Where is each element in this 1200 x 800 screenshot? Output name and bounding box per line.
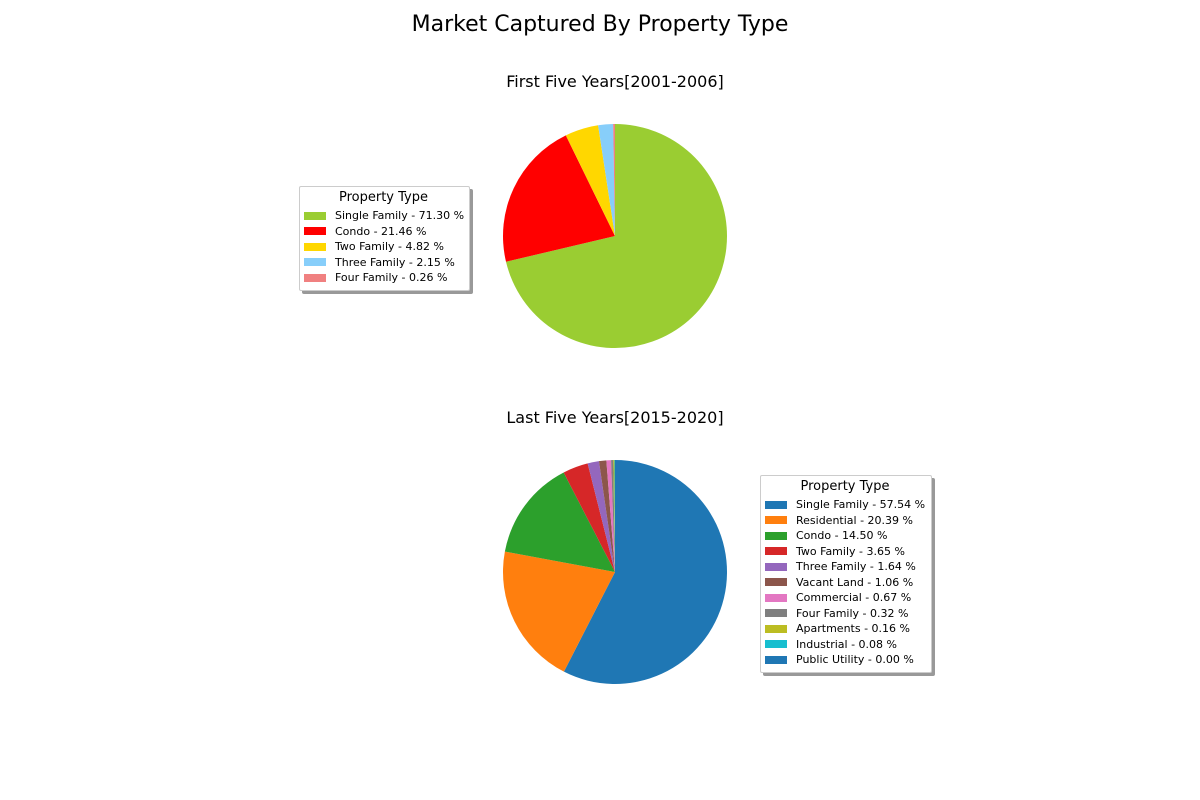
- chart-1-slice-four-family: [613, 123, 615, 236]
- chart-2-legend-item-commercial: Commercial - 0.67 %: [765, 590, 925, 606]
- chart-2-slice-industrial: [614, 459, 615, 572]
- legend-label: Condo - 21.46 %: [335, 224, 427, 238]
- chart-2-legend-item-vacant-land: Vacant Land - 1.06 %: [765, 575, 925, 591]
- chart-1-legend-item-single-family: Single Family - 71.30 %: [304, 208, 465, 224]
- legend-swatch: [304, 227, 326, 236]
- legend-swatch: [765, 609, 787, 618]
- legend-swatch: [765, 655, 787, 664]
- chart-1-slice-single-family: [506, 124, 727, 348]
- chart-1-title: First Five Years[2001-2006]: [506, 72, 724, 91]
- chart-1-slice-two-family: [565, 125, 615, 236]
- chart-1-legend-item-four-family: Four Family - 0.26 %: [304, 270, 463, 286]
- chart-2-slice-two-family: [563, 463, 615, 572]
- chart-2-slice-four-family: [611, 460, 615, 572]
- chart-2-legend-item-public-utility: Public Utility - 0.00 %: [765, 652, 925, 668]
- chart-2-legend-item-residential: Residential - 20.39 %: [765, 513, 925, 529]
- chart-1-legend-title: Property Type: [338, 190, 428, 205]
- chart-1-legend-item-condo: Condo - 21.46 %: [304, 224, 463, 240]
- legend-swatch: [304, 258, 326, 267]
- chart-2-slice-three-family: [587, 461, 615, 572]
- chart-2-legend-item-three-family: Three Family - 1.64 %: [765, 559, 925, 575]
- legend-label: Public Utility - 0.00 %: [796, 653, 914, 667]
- chart-2-slice-apartments: [613, 460, 615, 572]
- chart-2-legend-item-industrial: Industrial - 0.08 %: [765, 637, 925, 653]
- legend-swatch: [765, 578, 787, 587]
- chart-1-slice-three-family: [598, 124, 615, 236]
- chart-2-legend: Property Type Single Family - 57.54 % Res…: [760, 475, 932, 673]
- chart-2-legend-item-apartments: Apartments - 0.16 %: [765, 621, 925, 637]
- chart-2-slice-residential: [502, 551, 615, 672]
- chart-1-legend-item-two-family: Two Family - 4.82 %: [304, 239, 463, 255]
- chart-2-legend-item-two-family: Two Family - 3.65 %: [765, 544, 925, 560]
- chart-2-title: Last Five Years[2015-2020]: [506, 408, 724, 427]
- legend-label: Residential - 20.39 %: [796, 513, 913, 527]
- legend-label: Two Family - 3.65 %: [796, 544, 905, 558]
- chart-2-legend-title: Property Type: [800, 479, 890, 494]
- legend-label: Four Family - 0.32 %: [796, 606, 909, 620]
- chart-2-legend-item-single-family: Single Family - 57.54 %: [765, 497, 925, 513]
- chart-2-slice-commercial: [606, 460, 615, 572]
- legend-label: Single Family - 57.54 %: [796, 498, 926, 512]
- chart-2-legend-item-four-family: Four Family - 0.32 %: [765, 606, 925, 622]
- legend-swatch: [765, 624, 787, 633]
- chart-1-legend-item-three-family: Three Family - 2.15 %: [304, 255, 463, 271]
- legend-label: Three Family - 1.64 %: [796, 560, 916, 574]
- legend-label: Single Family - 71.30 %: [335, 209, 465, 223]
- legend-label: Apartments - 0.16 %: [796, 622, 910, 636]
- legend-swatch: [765, 531, 787, 540]
- figure-title: Market Captured By Property Type: [411, 12, 789, 37]
- legend-swatch: [304, 211, 326, 220]
- legend-label: Commercial - 0.67 %: [796, 591, 912, 605]
- legend-label: Industrial - 0.08 %: [796, 637, 897, 651]
- chart-2-slice-vacant-land: [598, 460, 615, 572]
- legend-swatch: [765, 562, 787, 571]
- legend-swatch: [765, 640, 787, 649]
- legend-label: Two Family - 4.82 %: [335, 240, 444, 254]
- chart-2-slice-condo: [504, 472, 615, 572]
- legend-label: Four Family - 0.26 %: [335, 271, 448, 285]
- chart-2-slice-single-family: [563, 460, 728, 684]
- legend-swatch: [765, 547, 787, 556]
- legend-swatch: [304, 242, 326, 251]
- legend-swatch: [765, 500, 787, 509]
- legend-swatch: [765, 516, 787, 525]
- chart-2-legend-item-condo: Condo - 14.50 %: [765, 528, 925, 544]
- legend-swatch: [304, 273, 326, 282]
- legend-label: Condo - 14.50 %: [796, 529, 888, 543]
- chart-1-slice-condo: [502, 135, 615, 262]
- legend-label: Three Family - 2.15 %: [335, 255, 455, 269]
- legend-label: Vacant Land - 1.06 %: [796, 575, 914, 589]
- legend-swatch: [765, 593, 787, 602]
- chart-1-legend: Property Type Single Family - 71.30 % Con…: [299, 186, 470, 291]
